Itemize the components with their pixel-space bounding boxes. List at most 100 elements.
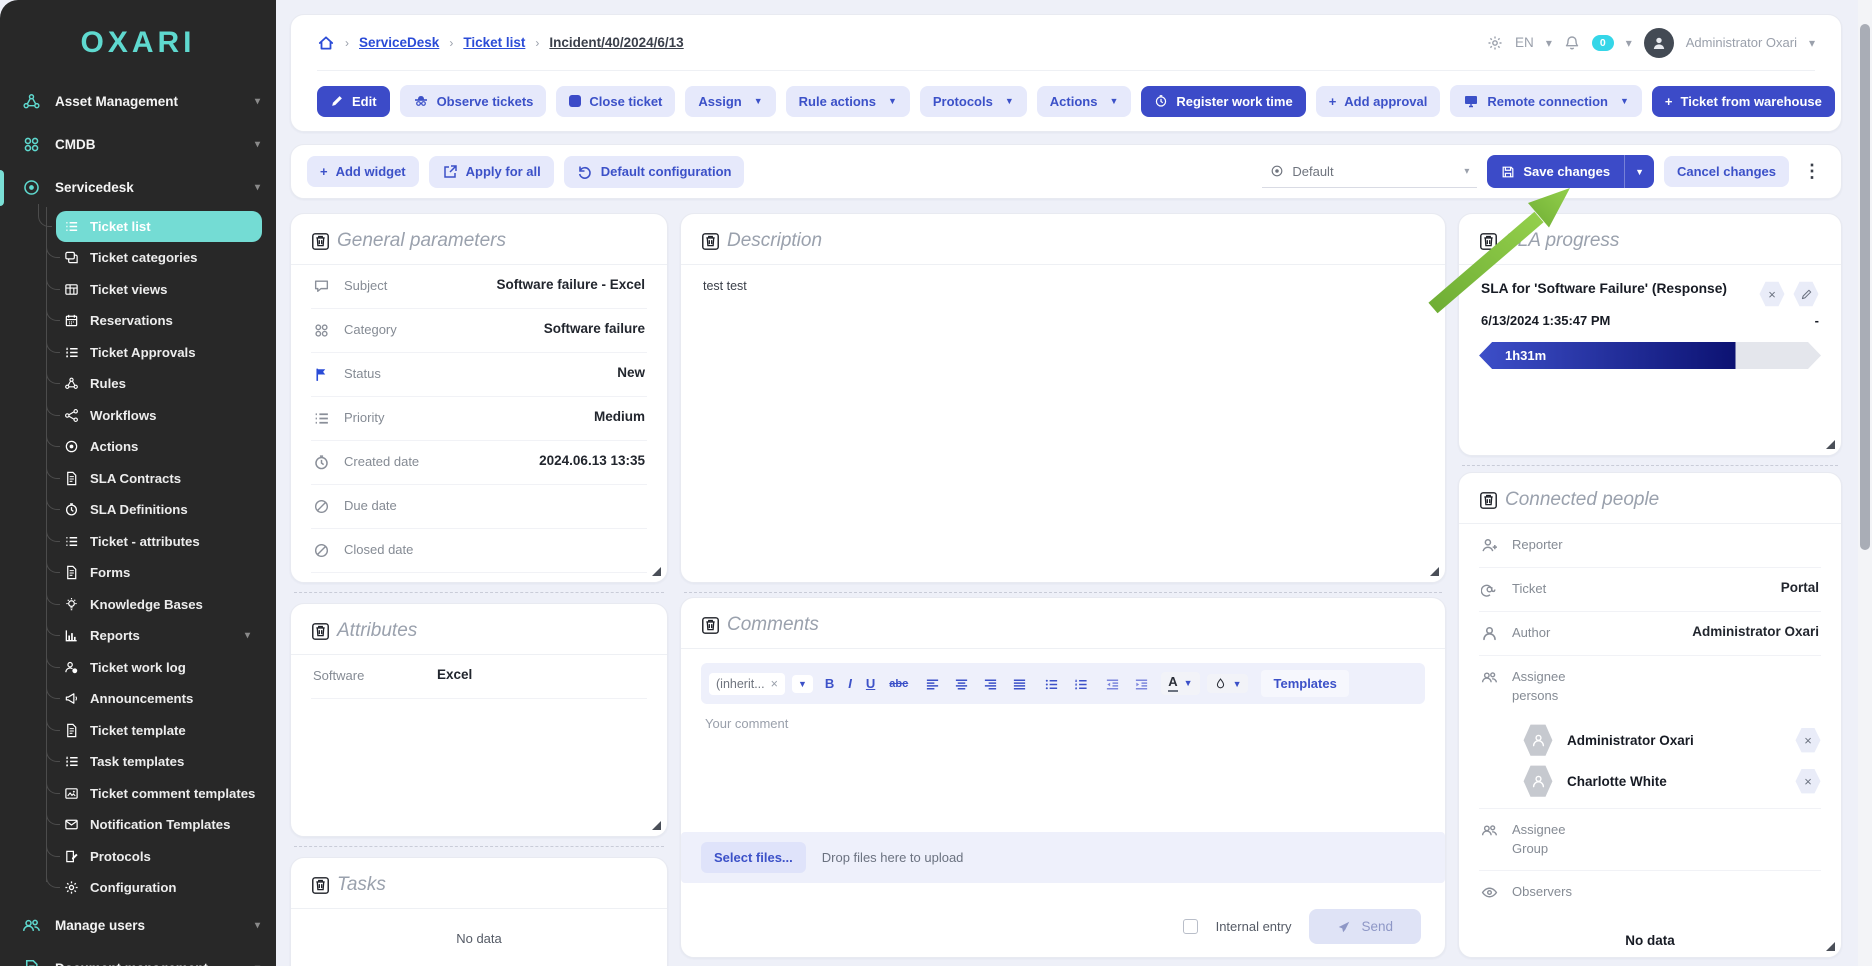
resize-handle[interactable]	[652, 821, 661, 830]
language-selector[interactable]: EN	[1515, 35, 1534, 50]
sidebar-item-document-management[interactable]: Document management ▾	[0, 947, 276, 966]
observe-tickets-button[interactable]: Observe tickets	[399, 85, 547, 117]
cancel-changes-button[interactable]: Cancel changes	[1664, 156, 1789, 187]
sla-edit-button[interactable]	[1793, 281, 1819, 307]
comment-input[interactable]: Your comment	[705, 716, 789, 731]
window-scrollbar[interactable]	[1858, 0, 1872, 966]
outdent-button[interactable]	[1100, 673, 1125, 693]
sidebar-item-ticket-template[interactable]: Ticket template	[46, 707, 276, 747]
font-family-caret[interactable]: ▼	[791, 674, 813, 693]
sidebar-item-knowledge-bases[interactable]: Knowledge Bases	[46, 581, 276, 621]
resize-handle[interactable]	[1430, 567, 1439, 576]
scrollbar-thumb[interactable]	[1860, 24, 1870, 550]
eye-icon	[1481, 884, 1498, 901]
strikethrough-button[interactable]: abc	[889, 677, 909, 690]
italic-button[interactable]: I	[848, 676, 852, 691]
apply-for-all-button[interactable]: Apply for all	[428, 155, 554, 188]
text-color-button[interactable]: A ▼	[1161, 672, 1200, 695]
sidebar-item-ticket-list[interactable]: Ticket list	[38, 204, 262, 242]
select-files-button[interactable]: Select files...	[701, 842, 806, 873]
user-menu[interactable]: Administrator Oxari	[1685, 35, 1797, 50]
ticket-from-warehouse-button[interactable]: + Ticket from warehouse	[1651, 85, 1835, 117]
default-configuration-button[interactable]: Default configuration	[563, 155, 745, 188]
protocols-button[interactable]: Protocols ▼	[919, 85, 1027, 117]
close-ticket-button[interactable]: Close ticket	[556, 85, 676, 117]
priority-icon	[313, 410, 330, 427]
resize-handle[interactable]	[1826, 440, 1835, 449]
bullet-list-button[interactable]	[1039, 673, 1064, 693]
sidebar-item-configuration[interactable]: Configuration	[46, 865, 276, 904]
remove-assignee-button[interactable]: ×	[1795, 768, 1821, 794]
send-button[interactable]: Send	[1309, 909, 1421, 944]
sidebar-item-ticket-categories[interactable]: Ticket categories	[46, 235, 276, 274]
chevron-down-icon[interactable]: ▾	[1808, 35, 1815, 50]
bell-icon[interactable]	[1564, 35, 1580, 51]
align-justify-button[interactable]	[1007, 673, 1032, 693]
sidebar-item-sla-definitions[interactable]: SLA Definitions	[46, 487, 276, 526]
trash-icon[interactable]	[311, 232, 330, 251]
configuration-preset-select[interactable]: Default ▾	[1262, 155, 1478, 188]
underline-button[interactable]: U	[865, 676, 876, 691]
sidebar-item-protocols[interactable]: Protocols	[46, 833, 276, 873]
trash-icon[interactable]	[1479, 232, 1498, 251]
sidebar-item-reservations[interactable]: Reservations	[46, 298, 276, 337]
breadcrumb-ticket-list[interactable]: Ticket list	[463, 35, 526, 50]
edit-button[interactable]: Edit	[317, 85, 390, 117]
internal-entry-checkbox[interactable]	[1182, 919, 1198, 934]
indent-button[interactable]	[1129, 673, 1154, 693]
trash-icon[interactable]	[701, 232, 720, 251]
sidebar-item-ticket-comment-templates[interactable]: Ticket comment templates	[46, 770, 276, 810]
resize-handle[interactable]	[652, 567, 661, 576]
sidebar-item-asset-management[interactable]: Asset Management ▾	[0, 80, 276, 123]
home-icon[interactable]	[317, 34, 335, 52]
font-family-select[interactable]: (inherit... ×	[709, 672, 785, 695]
sidebar-item-rules[interactable]: Rules	[46, 361, 276, 400]
assign-button[interactable]: Assign ▼	[685, 85, 776, 117]
breadcrumb-servicedesk[interactable]: ServiceDesk	[359, 35, 440, 50]
gear-icon[interactable]	[1487, 35, 1503, 51]
trash-icon[interactable]	[1479, 491, 1498, 510]
sidebar-item-ticket-attributes[interactable]: Ticket - attributes	[46, 518, 276, 558]
trash-icon[interactable]	[311, 876, 330, 895]
sidebar-item-workflows[interactable]: Workflows	[46, 392, 276, 432]
trash-icon[interactable]	[311, 622, 330, 641]
sidebar-item-announcements[interactable]: Announcements	[46, 676, 276, 715]
actions-button[interactable]: Actions ▼	[1036, 85, 1132, 117]
sidebar-item-notification-templates[interactable]: Notification Templates	[46, 802, 276, 841]
sidebar-item-reports[interactable]: Reports ▾	[46, 613, 276, 652]
save-changes-dropdown[interactable]: ▼	[1624, 155, 1654, 188]
sidebar-item-ticket-work-log[interactable]: Ticket work log	[46, 644, 276, 684]
file-upload-area[interactable]: Select files... Drop files here to uploa…	[681, 832, 1445, 883]
sidebar-item-ticket-approvals[interactable]: Ticket Approvals	[46, 329, 276, 369]
align-center-button[interactable]	[949, 673, 974, 693]
align-right-button[interactable]	[978, 673, 1003, 693]
sidebar-item-task-templates[interactable]: Task templates	[46, 739, 276, 778]
highlight-color-button[interactable]: ▼	[1206, 674, 1249, 693]
sidebar-item-sla-contracts[interactable]: SLA Contracts	[46, 455, 276, 495]
chevron-down-icon[interactable]: ▾	[1625, 35, 1632, 50]
numbered-list-button[interactable]	[1068, 673, 1093, 693]
avatar[interactable]	[1643, 27, 1674, 58]
templates-button[interactable]: Templates	[1261, 670, 1349, 697]
save-changes-button[interactable]: Save changes ▼	[1487, 155, 1654, 188]
sidebar-item-cmdb[interactable]: CMDB ▾	[0, 123, 276, 166]
chevron-down-icon[interactable]: ▾	[1545, 35, 1552, 50]
remote-connection-button[interactable]: Remote connection ▼	[1450, 85, 1642, 117]
align-left-button[interactable]	[920, 673, 945, 693]
add-approval-button[interactable]: + Add approval	[1315, 85, 1441, 117]
rule-actions-button[interactable]: Rule actions ▼	[785, 85, 910, 117]
sidebar-item-forms[interactable]: Forms	[46, 550, 276, 589]
sla-remove-button[interactable]: ×	[1759, 281, 1785, 307]
trash-icon[interactable]	[701, 616, 720, 635]
sidebar-item-ticket-views[interactable]: Ticket views	[46, 266, 276, 306]
sidebar-item-servicedesk[interactable]: Servicedesk ▾	[0, 166, 276, 209]
clear-font-icon[interactable]: ×	[770, 676, 778, 691]
sidebar-item-manage-users[interactable]: Manage users ▾	[0, 904, 276, 947]
sidebar-item-actions[interactable]: Actions	[46, 424, 276, 463]
remove-assignee-button[interactable]: ×	[1795, 727, 1821, 753]
add-widget-button[interactable]: + Add widget	[307, 156, 419, 187]
register-work-time-button[interactable]: Register work time	[1141, 85, 1306, 117]
bold-button[interactable]: B	[824, 676, 835, 691]
kebab-menu-icon[interactable]: ⋮	[1803, 161, 1821, 181]
resize-handle[interactable]	[1826, 942, 1835, 951]
